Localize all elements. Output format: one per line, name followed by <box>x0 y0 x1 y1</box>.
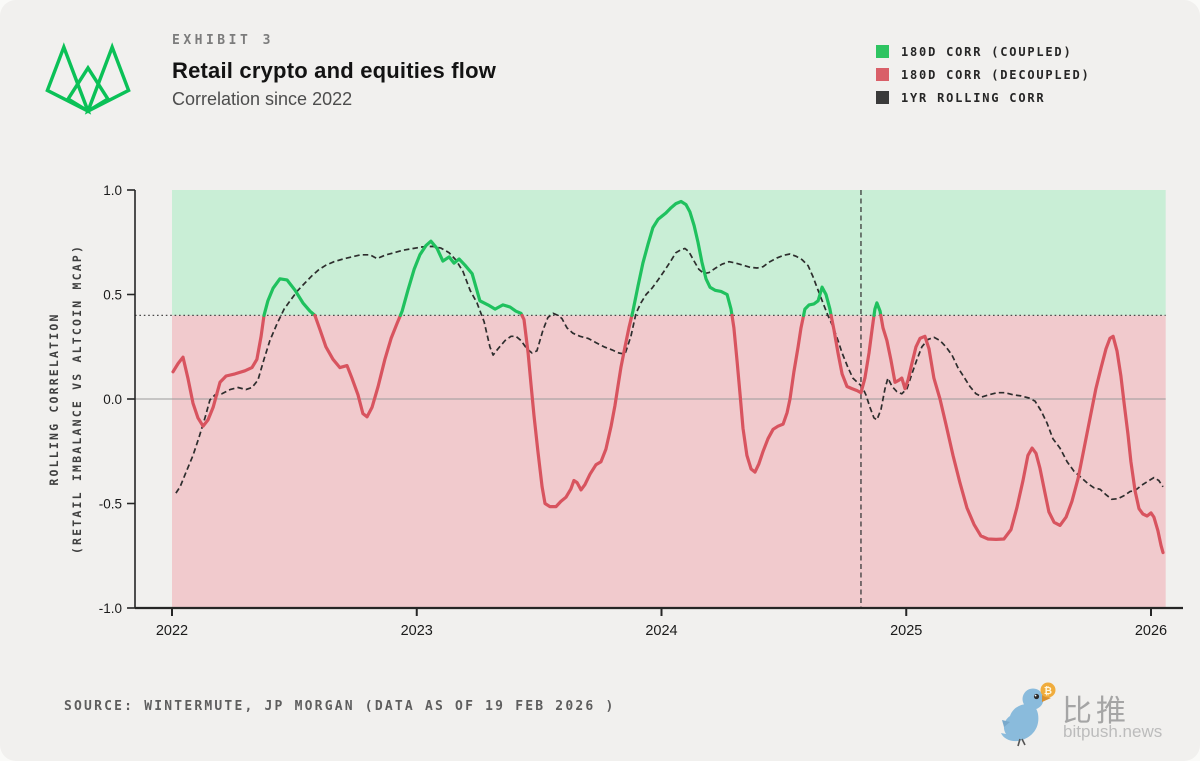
legend-label: 1YR ROLLING CORR <box>901 90 1046 105</box>
y-tick-label: 0.5 <box>103 287 122 302</box>
exhibit-label: EXHIBIT 3 <box>172 33 274 48</box>
decoupled-segment <box>730 313 806 474</box>
bird-icon: ₿ <box>1001 682 1056 747</box>
x-tick-label: 2025 <box>890 623 922 639</box>
decoupled-segment <box>879 313 1165 555</box>
y-tick-label: -0.5 <box>99 496 122 511</box>
coupled-swatch-icon <box>876 45 889 58</box>
x-tick-label: 2022 <box>156 623 188 639</box>
bitpush-watermark: ₿ 比推 bitpush.news <box>1000 682 1190 752</box>
coupled-segment <box>802 285 833 317</box>
chart-legend: 180D CORR (COUPLED) 180D CORR (DECOUPLED… <box>876 40 1091 109</box>
svg-text:₿: ₿ <box>1044 685 1052 697</box>
wintermute-logo <box>45 42 131 115</box>
legend-label: 180D CORR (COUPLED) <box>901 44 1073 59</box>
coupled-segment <box>262 277 317 317</box>
rolling-corr-path <box>175 245 1164 501</box>
watermark-name: 比推 <box>1062 695 1130 728</box>
rolling-swatch-icon <box>876 91 889 104</box>
legend-item-rolling: 1YR ROLLING CORR <box>876 86 1091 109</box>
page-title: Retail crypto and equities flow <box>172 58 497 83</box>
legend-item-decoupled: 180D CORR (DECOUPLED) <box>876 63 1091 86</box>
coupled-segment <box>872 301 883 317</box>
x-tick-label: 2023 <box>401 623 433 639</box>
decoupled-swatch-icon <box>876 68 889 81</box>
decoupled-segment <box>520 313 634 509</box>
y-tick-label: 0.0 <box>103 392 122 407</box>
decoupled-segment <box>171 313 266 428</box>
source-note: SOURCE: WINTERMUTE, JP MORGAN (DATA AS O… <box>64 699 616 714</box>
y-axis-label-line1: ROLLING CORRELATION <box>47 312 61 485</box>
decoupled-band <box>172 315 1166 608</box>
decoupled-segment <box>829 313 876 395</box>
x-tick-label: 2026 <box>1135 623 1167 639</box>
coupled-segment <box>630 199 734 317</box>
y-tick-label: 1.0 <box>103 183 122 198</box>
coupled-segment <box>398 239 524 317</box>
legend-item-coupled: 180D CORR (COUPLED) <box>876 40 1091 63</box>
header: EXHIBIT 3 Retail crypto and equities flo… <box>172 33 496 110</box>
page-subtitle: Correlation since 2022 <box>172 89 353 109</box>
legend-label: 180D CORR (DECOUPLED) <box>901 67 1091 82</box>
y-tick-label: -1.0 <box>99 601 122 616</box>
y-axis-label-line2: (RETAIL IMBALANCE VS ALTCOIN MCAP) <box>70 244 84 554</box>
decoupled-segment <box>313 313 402 419</box>
watermark-domain: bitpush.news <box>1063 722 1163 741</box>
x-tick-label: 2024 <box>645 623 677 639</box>
